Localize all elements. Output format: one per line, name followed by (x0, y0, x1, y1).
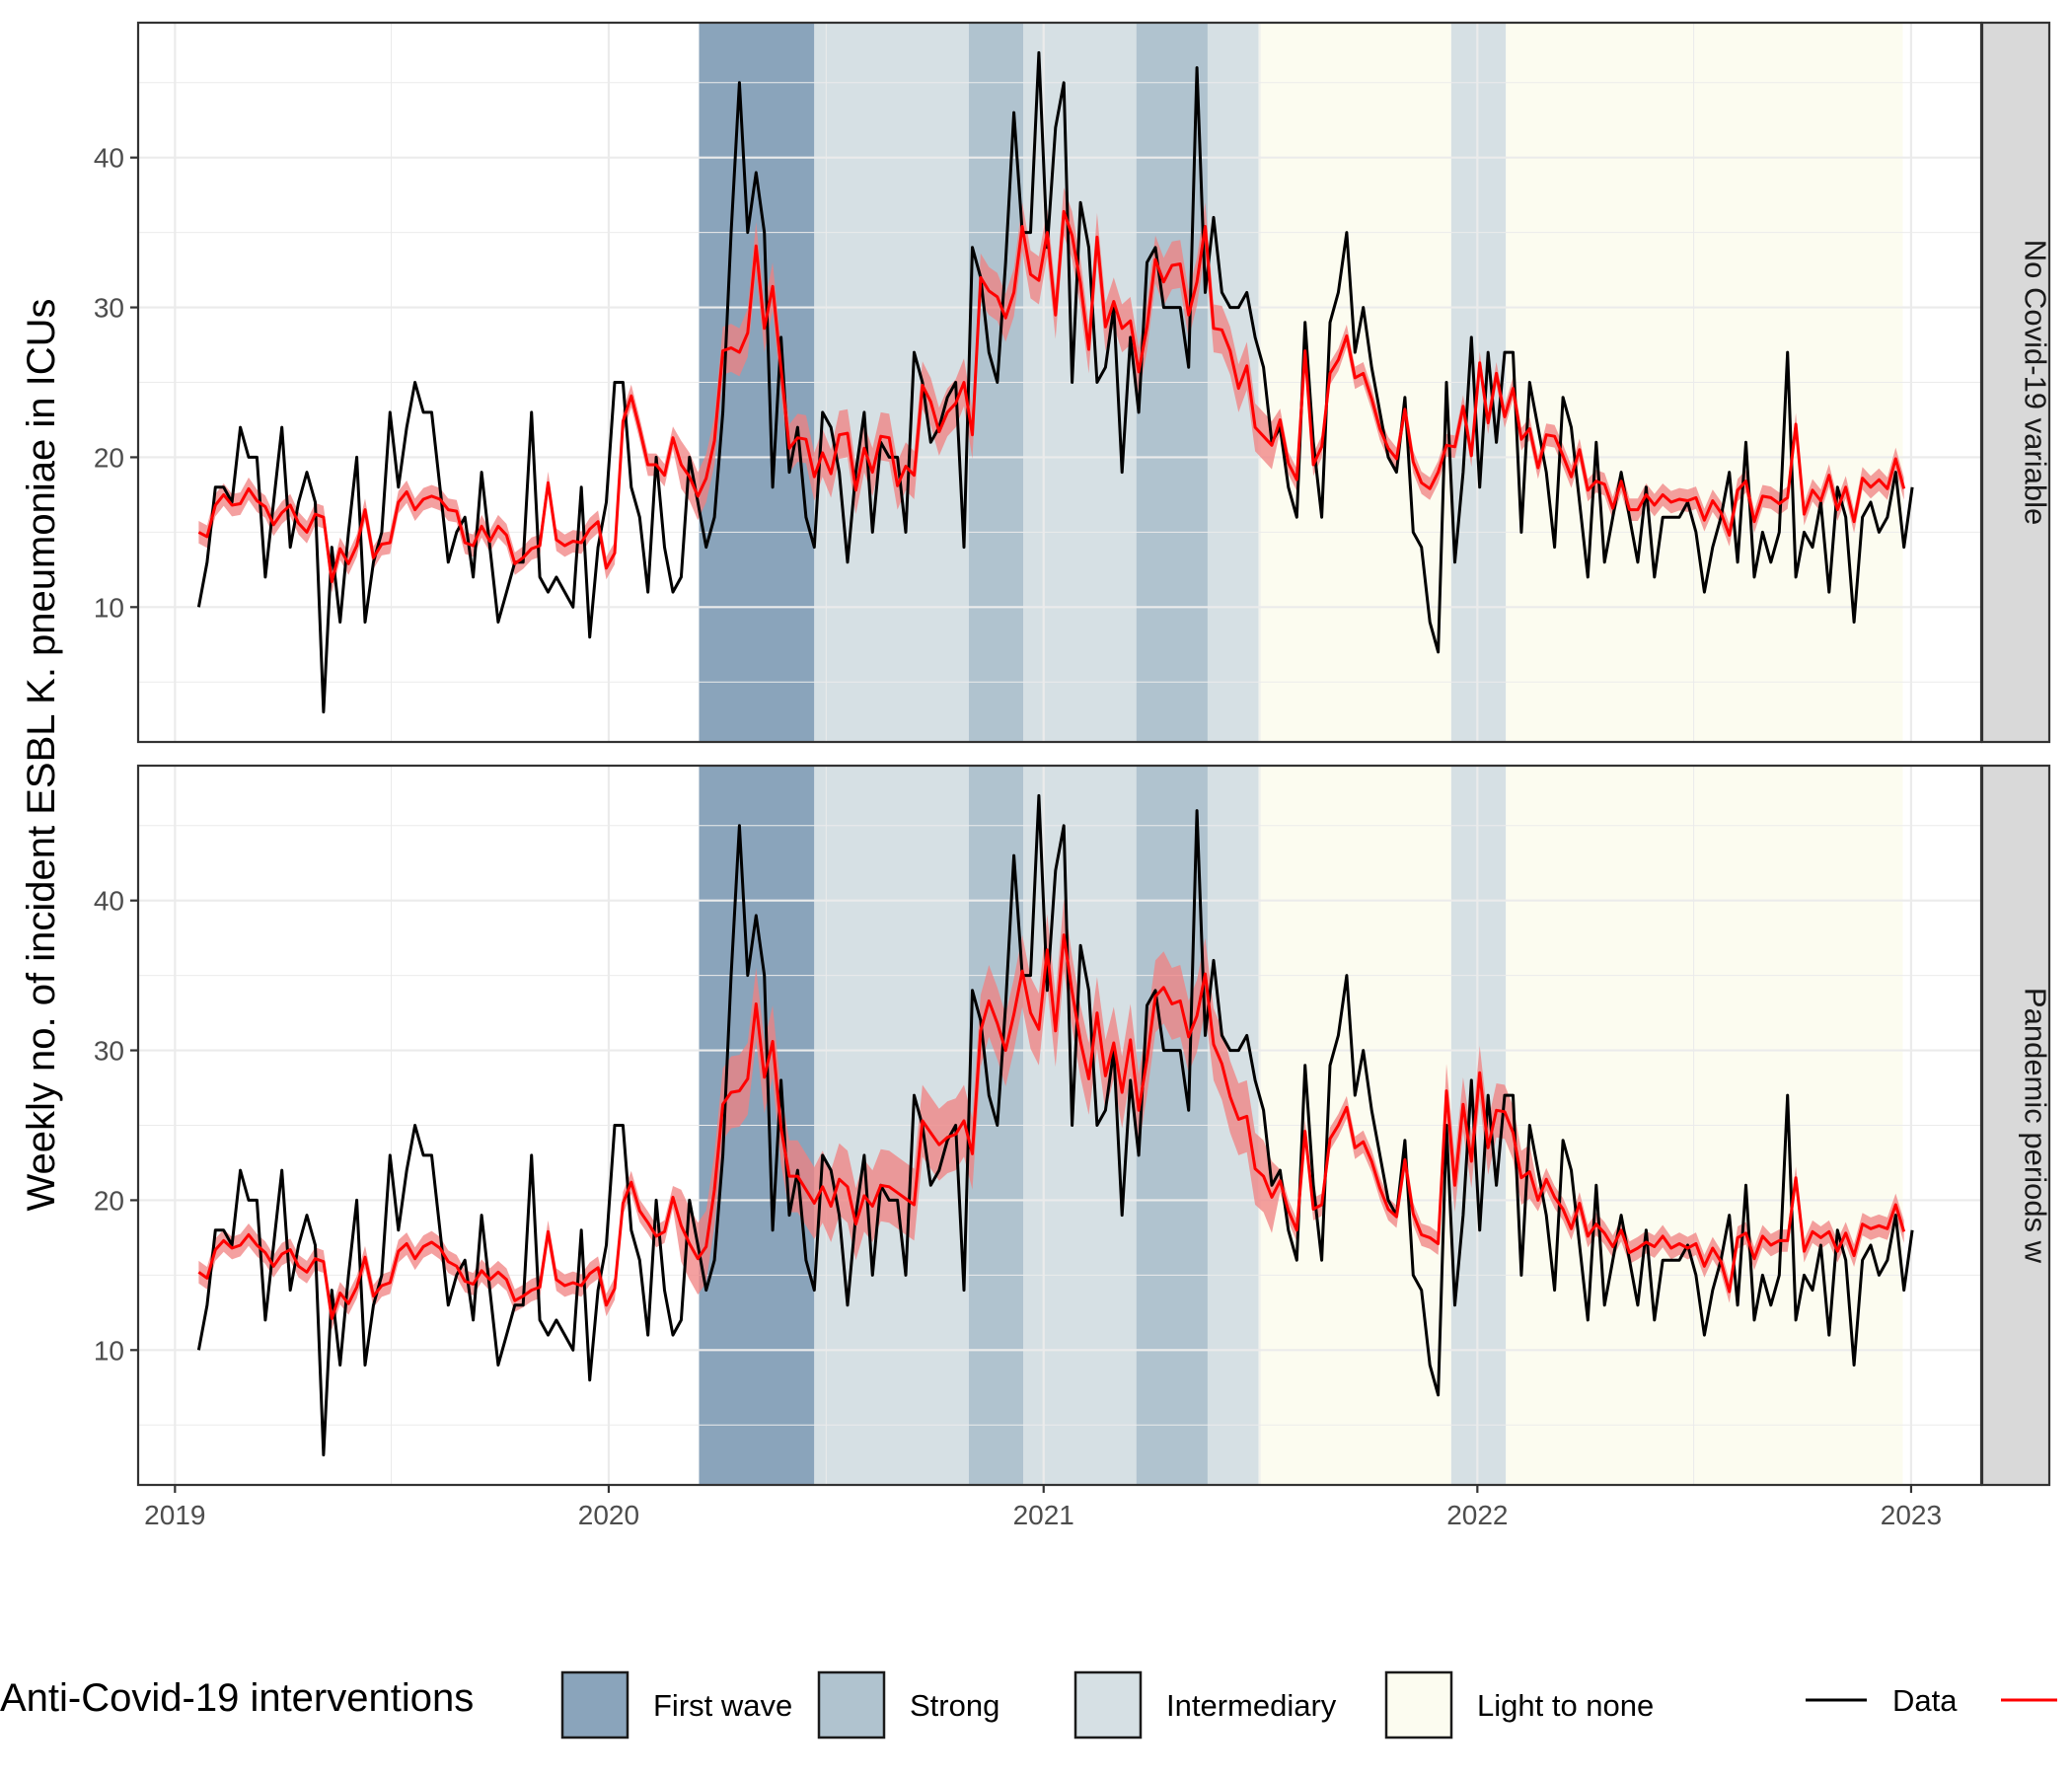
legend-label-strong: Strong (910, 1688, 999, 1723)
facet-panels: 10 20 30 40 No Covid-19 variable 10 20 30 40 Pand… (94, 21, 2053, 1487)
facet-strip-label: Pandemic periods w (2019, 988, 2053, 1264)
legend-key-first-wave (560, 1670, 629, 1739)
legend-label-intermediary: Intermediary (1166, 1688, 1337, 1723)
legend-key-strong (817, 1670, 886, 1739)
fit-series-line (197, 933, 1906, 1320)
legend-label-data: Data (1892, 1683, 1958, 1718)
panel-1: 10 20 30 40 No Covid-19 variable (94, 21, 2053, 744)
y-tick-label: 40 (94, 143, 124, 174)
fit-series-line (197, 209, 1906, 583)
x-tick-label: 2023 (1881, 1500, 1942, 1530)
y-tick-label: 20 (94, 442, 124, 473)
legend: Anti-Covid-19 interventions First wave St… (0, 1670, 2057, 1739)
legend-label-light-to-none: Light to none (1477, 1688, 1654, 1723)
x-tick-label: 2019 (144, 1500, 205, 1530)
x-axis: 2019 2020 2021 2022 2023 (144, 1485, 1942, 1530)
facet-strip (1980, 764, 2051, 1487)
legend-key-light-to-none (1384, 1670, 1453, 1739)
facet-strip (1980, 21, 2051, 744)
legend-label-first-wave: First wave (653, 1688, 792, 1723)
y-tick-label: 10 (94, 1335, 124, 1366)
x-tick-label: 2021 (1013, 1500, 1074, 1530)
y-axis-label: Weekly no. of incident ESBL K. pneumonia… (20, 299, 63, 1212)
x-tick-label: 2020 (578, 1500, 639, 1530)
panel-2: 10 20 30 40 Pandemic periods w (94, 764, 2053, 1487)
y-tick-label: 30 (94, 293, 124, 324)
legend-key-intermediary (1073, 1670, 1143, 1739)
y-tick-label: 20 (94, 1185, 124, 1216)
y-tick-label: 40 (94, 886, 124, 917)
facet-strip-label: No Covid-19 variable (2019, 240, 2053, 525)
y-tick-label: 10 (94, 592, 124, 623)
legend-title: Anti-Covid-19 interventions (0, 1676, 474, 1720)
x-tick-label: 2022 (1446, 1500, 1508, 1530)
y-tick-label: 30 (94, 1036, 124, 1067)
